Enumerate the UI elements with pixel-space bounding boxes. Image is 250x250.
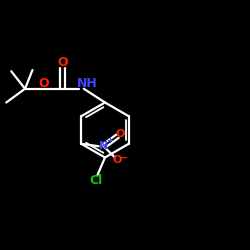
- Text: Cl: Cl: [90, 174, 103, 187]
- Text: O: O: [38, 77, 49, 90]
- Text: −: −: [120, 152, 128, 162]
- Text: O: O: [113, 155, 122, 165]
- Text: O: O: [115, 129, 124, 139]
- Text: NH: NH: [77, 77, 98, 90]
- Text: N: N: [99, 141, 108, 151]
- Text: +: +: [106, 136, 113, 145]
- Text: O: O: [57, 56, 68, 70]
